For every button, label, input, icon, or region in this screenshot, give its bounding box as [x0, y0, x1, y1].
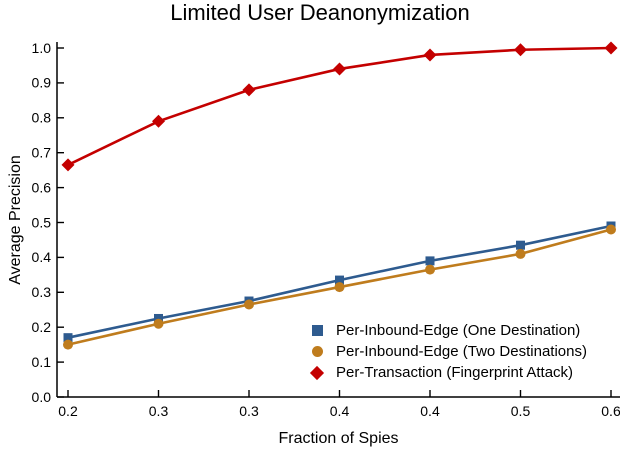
data-point: [515, 248, 526, 259]
data-point: [61, 158, 75, 172]
data-point: [514, 43, 527, 57]
data-point: [604, 41, 618, 55]
data-point: [244, 299, 254, 310]
data-point: [516, 240, 525, 250]
legend: Per-Inbound-Edge (One Destination) Per-I…: [306, 320, 587, 383]
y-tick-label: 0.9: [32, 75, 52, 91]
legend-label: Per-Inbound-Edge (Two Destinations): [336, 343, 587, 360]
y-tick-label: 1.0: [32, 40, 52, 56]
y-tick-label: 0.4: [32, 249, 52, 265]
y-tick-label: 0.0: [32, 389, 52, 405]
y-axis-label: Average Precision: [7, 155, 24, 285]
y-tick-label: 0.6: [32, 179, 52, 195]
legend-marker-square-icon: [311, 325, 323, 336]
data-point: [63, 333, 73, 343]
chart-title: Limited User Deanonymization: [170, 0, 470, 25]
y-tick-label: 0.7: [32, 145, 52, 161]
y-tick-label: 0.5: [32, 214, 52, 230]
data-point: [333, 62, 346, 76]
x-tick-label: 0.2: [58, 403, 78, 419]
data-point: [334, 282, 345, 293]
x-tick-label: 0.3: [239, 403, 259, 419]
data-point: [423, 48, 437, 62]
y-tick-label: 0.8: [32, 110, 52, 126]
y-tick-label: 0.3: [32, 284, 52, 300]
x-tick-label: 0.4: [420, 403, 440, 419]
legend-item-two-destinations: Per-Inbound-Edge (Two Destinations): [306, 341, 587, 362]
legend-label: Per-Transaction (Fingerprint Attack): [336, 364, 574, 381]
data-point: [335, 275, 344, 285]
data-point: [242, 83, 256, 97]
x-axis-label: Fraction of Spies: [278, 430, 399, 447]
legend-marker-circle-icon: [311, 346, 323, 357]
x-tick-label: 0.3: [149, 403, 169, 419]
y-tick-label: 0.2: [32, 319, 52, 335]
legend-marker-diamond-icon: [309, 365, 325, 380]
data-point: [425, 264, 435, 275]
legend-label: Per-Inbound-Edge (One Destination): [336, 322, 581, 339]
data-point: [425, 256, 435, 266]
y-tick-label: 0.1: [32, 354, 52, 370]
data-point: [153, 318, 164, 329]
data-point: [152, 114, 165, 128]
legend-item-one-destination: Per-Inbound-Edge (One Destination): [306, 320, 587, 341]
x-tick-label: 0.4: [330, 403, 350, 419]
data-point: [606, 224, 616, 235]
x-tick-label: 0.6: [601, 403, 620, 419]
data-point: [63, 339, 73, 350]
x-tick-label: 0.5: [511, 403, 531, 419]
legend-item-fingerprint-attack: Per-Transaction (Fingerprint Attack): [306, 362, 587, 383]
data-point: [154, 313, 163, 323]
